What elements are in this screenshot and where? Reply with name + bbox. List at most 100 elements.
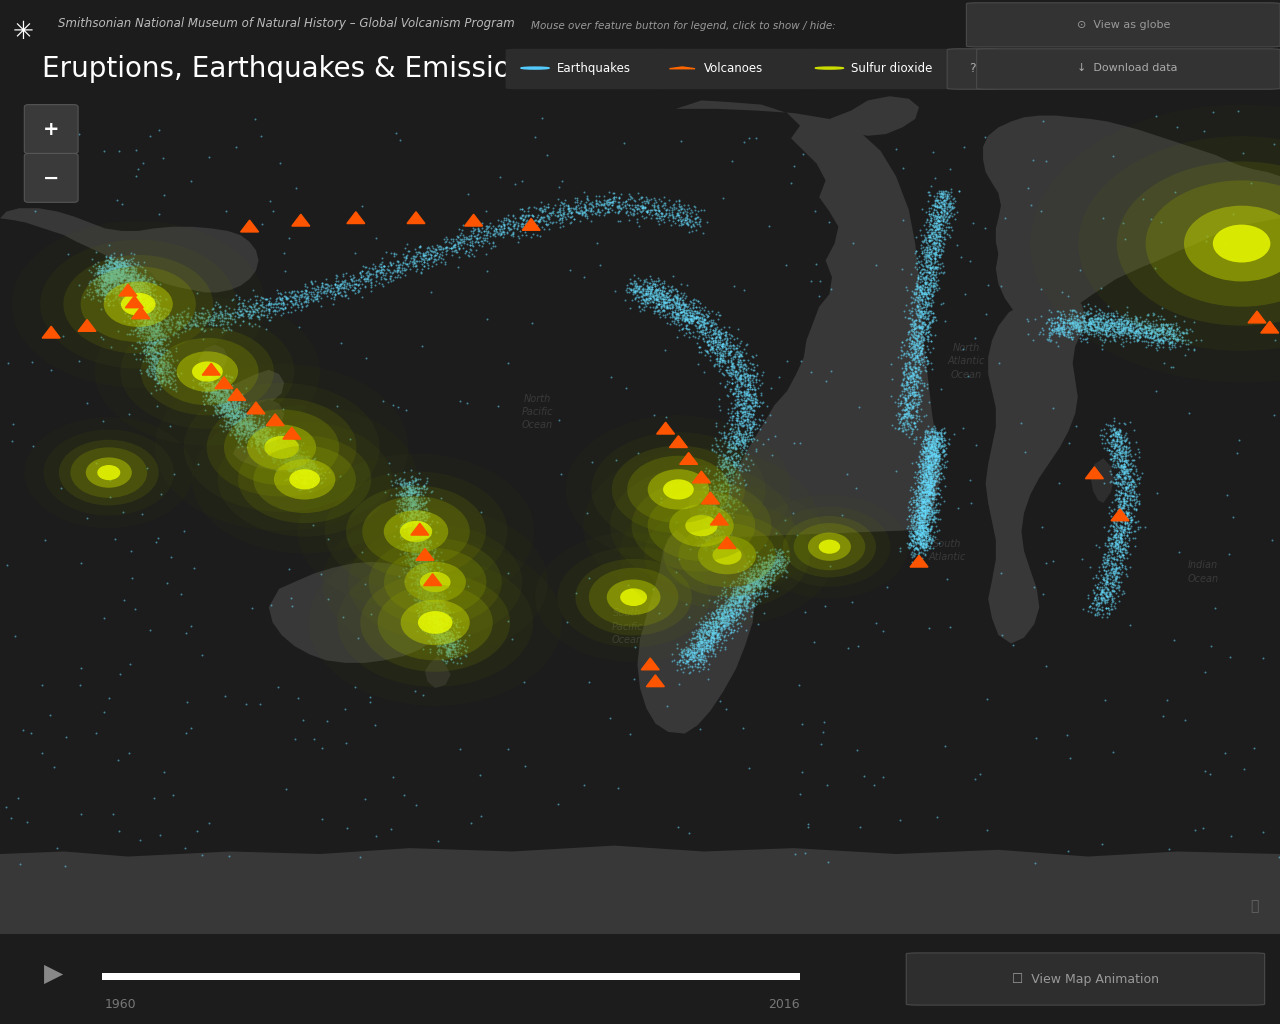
Point <box>417 252 438 268</box>
Point <box>745 572 765 589</box>
Point <box>294 474 315 490</box>
Point <box>237 407 257 423</box>
Point <box>429 582 449 598</box>
Point <box>148 335 169 351</box>
Point <box>1097 588 1117 604</box>
Point <box>305 465 325 481</box>
Point <box>515 211 535 227</box>
Point <box>703 644 723 660</box>
Point <box>717 331 737 347</box>
Point <box>666 309 686 326</box>
Point <box>1073 307 1093 324</box>
Point <box>218 407 238 423</box>
Point <box>694 308 714 325</box>
Polygon shape <box>416 549 434 560</box>
Point <box>687 635 708 651</box>
Point <box>97 252 118 268</box>
Point <box>301 453 321 469</box>
Point <box>300 469 320 485</box>
Point <box>900 385 920 401</box>
Point <box>412 574 433 591</box>
Point <box>119 268 140 285</box>
Point <box>280 462 301 478</box>
Point <box>146 341 166 357</box>
Point <box>676 303 696 319</box>
Point <box>138 362 159 379</box>
Point <box>1105 333 1125 349</box>
Point <box>643 287 663 303</box>
Point <box>1112 547 1133 563</box>
Point <box>914 498 934 514</box>
Point <box>742 356 763 373</box>
Point <box>726 572 746 589</box>
Point <box>906 367 927 383</box>
Point <box>140 296 160 312</box>
Point <box>403 564 424 581</box>
Point <box>694 519 714 536</box>
Point <box>365 258 385 274</box>
Point <box>202 301 223 317</box>
Point <box>909 279 929 295</box>
Point <box>1101 544 1121 560</box>
Text: Volcanoes: Volcanoes <box>704 61 763 75</box>
Point <box>1048 325 1069 341</box>
Point <box>1052 326 1073 342</box>
Point <box>1115 445 1135 462</box>
Point <box>206 304 227 321</box>
Point <box>211 394 232 411</box>
Point <box>195 310 215 327</box>
Point <box>134 268 155 285</box>
Point <box>909 333 929 349</box>
Point <box>428 615 448 632</box>
Point <box>932 188 952 205</box>
Point <box>800 364 820 380</box>
Point <box>744 406 764 422</box>
Point <box>695 325 716 341</box>
Point <box>96 270 116 287</box>
Point <box>721 352 741 369</box>
Point <box>724 404 745 421</box>
Point <box>1069 323 1089 339</box>
Point <box>599 200 620 216</box>
Point <box>156 291 177 307</box>
Point <box>242 425 262 441</box>
Point <box>726 459 746 475</box>
Point <box>227 417 247 433</box>
Point <box>744 564 764 581</box>
Point <box>1097 538 1117 554</box>
Point <box>1053 318 1074 335</box>
Point <box>708 629 728 645</box>
Point <box>908 268 928 285</box>
Point <box>660 280 681 296</box>
Point <box>442 633 462 649</box>
Point <box>893 417 914 433</box>
Point <box>735 585 755 601</box>
Point <box>408 549 429 565</box>
Point <box>710 493 731 509</box>
Point <box>910 454 931 470</box>
Point <box>716 481 736 498</box>
Point <box>468 237 489 253</box>
Point <box>1073 325 1093 341</box>
Point <box>637 204 658 220</box>
Point <box>1107 436 1128 453</box>
Point <box>294 454 315 470</box>
Point <box>1102 744 1123 761</box>
Point <box>777 543 797 559</box>
Point <box>419 579 439 595</box>
Point <box>129 287 150 303</box>
Point <box>296 474 316 490</box>
Point <box>285 469 306 485</box>
Point <box>768 547 788 563</box>
Point <box>401 484 421 501</box>
Point <box>211 307 232 324</box>
Point <box>247 430 268 446</box>
Point <box>1108 459 1129 475</box>
Point <box>1139 325 1160 341</box>
Point <box>908 329 928 345</box>
Point <box>292 299 312 315</box>
Point <box>268 443 288 460</box>
Point <box>136 306 156 323</box>
Point <box>138 301 159 317</box>
Point <box>653 295 673 311</box>
